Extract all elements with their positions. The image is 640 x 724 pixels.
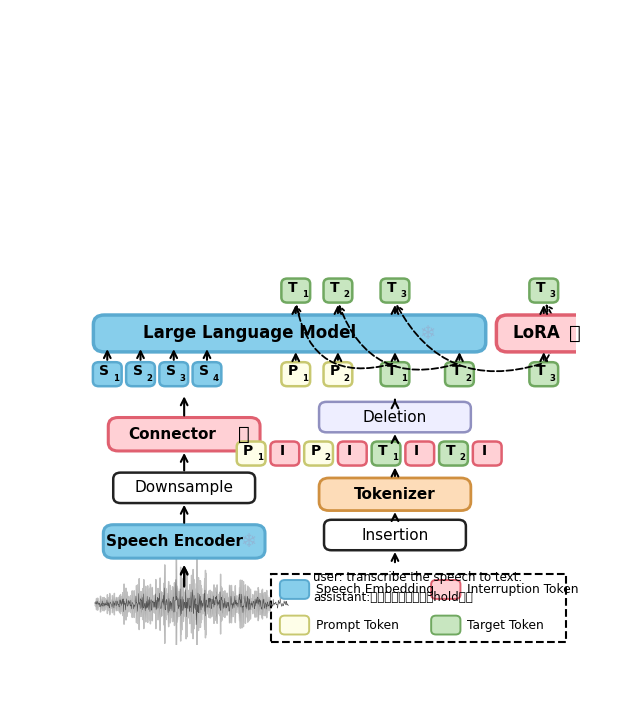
Text: Downsample: Downsample <box>134 480 234 495</box>
FancyBboxPatch shape <box>237 442 266 466</box>
Text: S: S <box>132 364 143 378</box>
FancyBboxPatch shape <box>108 418 260 451</box>
Text: Deletion: Deletion <box>363 410 427 424</box>
Text: Prompt Token: Prompt Token <box>316 618 399 631</box>
Text: P: P <box>287 364 298 378</box>
Text: 3: 3 <box>550 374 556 383</box>
Text: ❄: ❄ <box>419 324 435 343</box>
Text: 2: 2 <box>460 453 465 463</box>
Text: 3: 3 <box>401 290 407 299</box>
FancyBboxPatch shape <box>439 442 468 466</box>
FancyBboxPatch shape <box>280 615 309 634</box>
Text: 3: 3 <box>550 290 556 299</box>
Text: S: S <box>99 364 109 378</box>
Text: Speech Embedding: Speech Embedding <box>316 583 434 596</box>
Text: 1: 1 <box>301 374 308 383</box>
FancyBboxPatch shape <box>113 473 255 503</box>
Text: 2: 2 <box>344 290 350 299</box>
Text: S: S <box>166 364 176 378</box>
FancyBboxPatch shape <box>103 525 265 558</box>
Text: 2: 2 <box>324 453 330 463</box>
Text: T: T <box>378 444 388 458</box>
FancyBboxPatch shape <box>473 442 502 466</box>
Text: 1: 1 <box>301 290 308 299</box>
Text: Connector: Connector <box>128 426 216 442</box>
FancyBboxPatch shape <box>381 279 410 303</box>
Text: LoRA: LoRA <box>513 324 560 342</box>
FancyBboxPatch shape <box>93 362 122 386</box>
FancyBboxPatch shape <box>445 362 474 386</box>
FancyBboxPatch shape <box>529 362 558 386</box>
Text: I: I <box>482 444 487 458</box>
Text: Interruption Token: Interruption Token <box>467 583 579 596</box>
Text: 🔥: 🔥 <box>568 324 580 343</box>
FancyBboxPatch shape <box>271 574 566 642</box>
FancyBboxPatch shape <box>304 442 333 466</box>
FancyBboxPatch shape <box>93 315 486 352</box>
Text: assistant:这款帽子小个子也能hold住了: assistant:这款帽子小个子也能hold住了 <box>313 591 473 604</box>
Text: I: I <box>347 444 352 458</box>
Text: 3: 3 <box>180 374 186 383</box>
Text: 4: 4 <box>213 374 219 383</box>
Text: ❄: ❄ <box>241 532 257 551</box>
Text: 1: 1 <box>401 374 407 383</box>
Text: I: I <box>414 444 419 458</box>
Text: Large Language Model: Large Language Model <box>143 324 356 342</box>
FancyBboxPatch shape <box>381 362 410 386</box>
Text: Insertion: Insertion <box>362 528 429 542</box>
Text: 1: 1 <box>257 453 263 463</box>
Text: 1: 1 <box>392 453 398 463</box>
Text: P: P <box>330 364 340 378</box>
FancyBboxPatch shape <box>159 362 188 386</box>
FancyBboxPatch shape <box>431 580 460 599</box>
Text: P: P <box>243 444 253 458</box>
Text: 2: 2 <box>147 374 152 383</box>
FancyBboxPatch shape <box>372 442 401 466</box>
Text: T: T <box>536 364 545 378</box>
FancyBboxPatch shape <box>193 362 221 386</box>
Text: Target Token: Target Token <box>467 618 543 631</box>
Text: T: T <box>387 281 397 295</box>
FancyBboxPatch shape <box>338 442 367 466</box>
FancyBboxPatch shape <box>280 580 309 599</box>
Text: T: T <box>288 281 298 295</box>
Text: P: P <box>310 444 321 458</box>
Text: 🔥: 🔥 <box>238 425 250 444</box>
Text: 2: 2 <box>344 374 350 383</box>
FancyBboxPatch shape <box>324 279 352 303</box>
Text: T: T <box>452 364 461 378</box>
Text: Tokenizer: Tokenizer <box>354 487 436 502</box>
Text: T: T <box>445 444 455 458</box>
Text: T: T <box>387 364 397 378</box>
Text: 2: 2 <box>465 374 472 383</box>
Text: Speech Encoder: Speech Encoder <box>106 534 243 549</box>
FancyBboxPatch shape <box>497 315 591 352</box>
Text: T: T <box>536 281 545 295</box>
Text: S: S <box>199 364 209 378</box>
Text: 1: 1 <box>113 374 119 383</box>
FancyBboxPatch shape <box>319 402 471 432</box>
FancyBboxPatch shape <box>271 442 300 466</box>
Text: user: transcribe the speech to text.: user: transcribe the speech to text. <box>313 571 522 584</box>
FancyBboxPatch shape <box>319 478 471 510</box>
FancyBboxPatch shape <box>529 279 558 303</box>
FancyBboxPatch shape <box>324 520 466 550</box>
FancyBboxPatch shape <box>431 615 460 634</box>
FancyBboxPatch shape <box>324 362 352 386</box>
FancyBboxPatch shape <box>405 442 434 466</box>
FancyBboxPatch shape <box>126 362 155 386</box>
FancyBboxPatch shape <box>282 279 310 303</box>
Text: T: T <box>330 281 340 295</box>
Text: I: I <box>279 444 284 458</box>
FancyBboxPatch shape <box>282 362 310 386</box>
